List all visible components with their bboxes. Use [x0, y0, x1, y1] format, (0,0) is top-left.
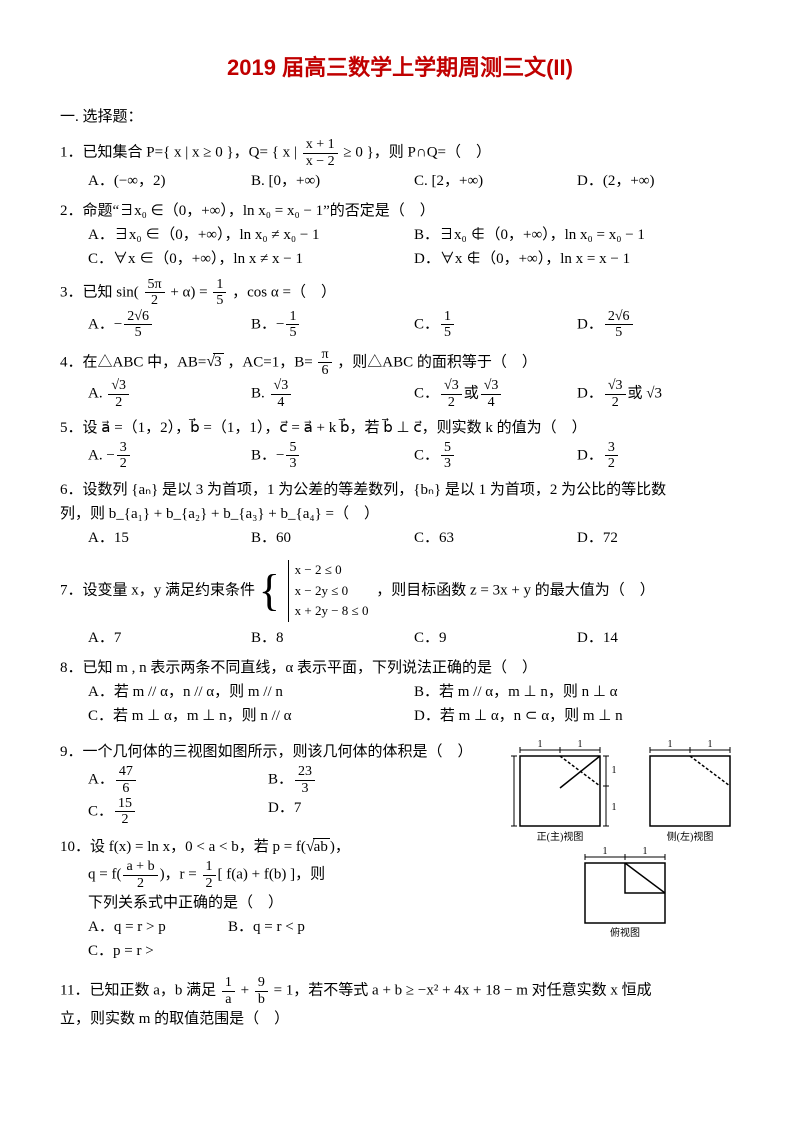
q1-stem-b: ≥ 0 }，则 P∩Q=（ ）	[343, 145, 491, 161]
q7-options: A．7 B．8 C．9 D．14	[88, 626, 740, 650]
page-title: 2019 届高三数学上学期周测三文(II)	[60, 50, 740, 85]
q8-opt-c: C．若 m ⊥ α，m ⊥ n，则 n // α	[88, 704, 414, 728]
q1-opt-b: B. [0，+∞)	[251, 169, 414, 193]
q10-opt-b: B．q = r < p	[228, 915, 368, 939]
q3-opt-c: C．15	[414, 309, 577, 341]
q10-l1: 10．设 f(x) = ln x，0 < a < b，若 p = f(√ab)，	[60, 834, 740, 860]
q7-c2: x − 2y ≤ 0	[295, 581, 369, 602]
q9-options: A．476 B．233 C．152 D．7	[88, 764, 448, 828]
q2-opt-c: C．∀x ∈（0，+∞），ln x ≠ x − 1	[88, 247, 414, 271]
q1-opt-c: C. [2，+∞)	[414, 169, 577, 193]
question-11: 11．已知正数 a，b 满足 1a + 9b = 1，若不等式 a + b ≥ …	[60, 975, 740, 1031]
q1-stem-a: 1．已知集合 P={ x | x ≥ 0 }，Q= { x |	[60, 145, 301, 161]
q4-frac: π6	[318, 347, 331, 379]
q3-a: 3．已知 sin(	[60, 284, 139, 300]
q11-b: = 1，若不等式 a + b ≥ −x² + 4x + 18 − m 对任意实数…	[274, 983, 652, 999]
q3-opt-d: D．2√65	[577, 309, 740, 341]
q1-opt-a: A．(−∞，2)	[88, 169, 251, 193]
q7-c3: x + 2y − 8 ≤ 0	[295, 601, 369, 622]
q11-a: 11．已知正数 a，b 满足	[60, 983, 220, 999]
question-4: 4．在△ABC 中，AB=√3 ，AC=1，B= π6 ，则△ABC 的面积等于…	[60, 347, 740, 411]
q2-opt-d: D．∀x ∉（0，+∞），ln x = x − 1	[414, 247, 740, 271]
question-8: 8．已知 m , n 表示两条不同直线，α 表示平面，下列说法正确的是（ ） A…	[60, 656, 740, 728]
brace-icon: {	[259, 571, 280, 611]
q8-options: A．若 m // α，n // α，则 m // n B．若 m // α，m …	[88, 680, 740, 728]
q4-sqrt: 3	[213, 353, 224, 370]
q9-opt-a: A．476	[88, 764, 268, 796]
q2-opt-a: A．∃x₀ ∈（0，+∞），ln x₀ ≠ x₀ − 1	[88, 223, 414, 247]
q3-options: A．−2√65 B．−15 C．15 D．2√65	[88, 309, 740, 341]
q4-b: ，AC=1，B=	[227, 354, 312, 370]
q7-cases: x − 2 ≤ 0 x − 2y ≤ 0 x + 2y − 8 ≤ 0	[288, 560, 369, 622]
q7-opt-c: C．9	[414, 626, 577, 650]
q3-b: + α) =	[170, 284, 211, 300]
q5-opt-d: D．32	[577, 440, 740, 472]
q8-opt-b: B．若 m // α，m ⊥ n，则 n ⊥ α	[414, 680, 740, 704]
q3-frac2: 15	[213, 277, 226, 309]
q9-stem: 9．一个几何体的三视图如图所示，则该几何体的体积是（ ）	[60, 744, 473, 760]
q10-options: A．q = r > p B．q = r < p C．p = r >	[88, 915, 502, 963]
q3-opt-b: B．−15	[251, 309, 414, 341]
question-3: 3．已知 sin( 5π2 + α) = 15 ，cos α =（ ） A．−2…	[60, 277, 740, 341]
question-5: 5．设 a⃗ =（1，2），b⃗ =（1，1），c⃗ = a⃗ + k b⃗，若…	[60, 416, 740, 472]
q1-frac: x + 1x − 2	[303, 137, 338, 169]
q1-opt-d: D．(2，+∞)	[577, 169, 740, 193]
q4-opt-c: C．√32或√34	[414, 378, 577, 410]
q11-stem2: 立，则实数 m 的取值范围是（ ）	[60, 1007, 740, 1031]
q7-opt-d: D．14	[577, 626, 740, 650]
q4-options: A. √32 B. √34 C．√32或√34 D．√32或 √3	[88, 378, 740, 410]
q1-options: A．(−∞，2) B. [0，+∞) C. [2，+∞) D．(2，+∞)	[88, 169, 740, 193]
q6-opt-a: A．15	[88, 526, 251, 550]
q7-opt-b: B．8	[251, 626, 414, 650]
question-10: 10．设 f(x) = ln x，0 < a < b，若 p = f(√ab)，…	[60, 834, 740, 963]
question-1: 1．已知集合 P={ x | x ≥ 0 }，Q= { x | x + 1x −…	[60, 137, 740, 193]
q4-opt-b: B. √34	[251, 378, 414, 410]
q8-opt-a: A．若 m // α，n // α，则 m // n	[88, 680, 414, 704]
q6-stem1: 6．设数列 {aₙ} 是以 3 为首项，1 为公差的等差数列，{bₙ} 是以 1…	[60, 478, 740, 502]
q5-opt-a: A. −32	[88, 440, 251, 472]
q9-opt-b: B．233	[268, 764, 448, 796]
q10-opt-a: A．q = r > p	[88, 915, 228, 939]
q7-c1: x − 2 ≤ 0	[295, 560, 369, 581]
q4-a: 4．在△ABC 中，AB=	[60, 354, 206, 370]
q5-options: A. −32 B．−53 C．53 D．32	[88, 440, 740, 472]
q3-frac1: 5π2	[145, 277, 165, 309]
q6-opt-d: D．72	[577, 526, 740, 550]
question-6: 6．设数列 {aₙ} 是以 3 为首项，1 为公差的等差数列，{bₙ} 是以 1…	[60, 478, 740, 550]
q2-stem: 2．命题“∃x₀ ∈（0，+∞），ln x₀ = x₀ − 1”的否定是（ ）	[60, 203, 435, 219]
q10-l3: 下列关系式中正确的是（ ）	[88, 891, 740, 915]
q6-opt-c: C．63	[414, 526, 577, 550]
q9-opt-c: C．152	[88, 796, 268, 828]
q6-options: A．15 B．60 C．63 D．72	[88, 526, 740, 550]
q7-b: ，则目标函数 z = 3x + y 的最大值为（ ）	[376, 583, 655, 599]
q6-opt-b: B．60	[251, 526, 414, 550]
question-7: 7．设变量 x，y 满足约束条件 { x − 2 ≤ 0 x − 2y ≤ 0 …	[60, 556, 740, 650]
q5-opt-c: C．53	[414, 440, 577, 472]
q4-c: ，则△ABC 的面积等于（ ）	[337, 354, 537, 370]
section-heading: 一. 选择题：	[60, 105, 740, 129]
q3-opt-a: A．−2√65	[88, 309, 251, 341]
q7-a: 7．设变量 x，y 满足约束条件	[60, 583, 259, 599]
q6-stem2: 列，则 b_{a₁} + b_{a₂} + b_{a₃} + b_{a₄} =（…	[60, 502, 740, 526]
q5-opt-b: B．−53	[251, 440, 414, 472]
q10-opt-c: C．p = r >	[88, 939, 228, 963]
q2-options: A．∃x₀ ∈（0，+∞），ln x₀ ≠ x₀ − 1 B．∃x₀ ∉（0，+…	[88, 223, 740, 271]
q7-opt-a: A．7	[88, 626, 251, 650]
q4-opt-d: D．√32或 √3	[577, 378, 740, 410]
q2-opt-b: B．∃x₀ ∉（0，+∞），ln x₀ = x₀ − 1	[414, 223, 740, 247]
q10-l2: q = f(a + b2)，r = 12[ f(a) + f(b) ]，则	[88, 859, 740, 891]
q8-stem: 8．已知 m , n 表示两条不同直线，α 表示平面，下列说法正确的是（ ）	[60, 660, 537, 676]
q3-c: ，cos α =（ ）	[232, 284, 336, 300]
q8-opt-d: D．若 m ⊥ α，n ⊂ α，则 m ⊥ n	[414, 704, 740, 728]
q11-f1: 1a	[222, 975, 235, 1007]
q9-opt-d: D．7	[268, 796, 448, 828]
q11-plus: +	[241, 983, 253, 999]
question-9: 9．一个几何体的三视图如图所示，则该几何体的体积是（ ） A．476 B．233…	[60, 740, 740, 828]
q11-f2: 9b	[255, 975, 268, 1007]
q5-stem: 5．设 a⃗ =（1，2），b⃗ =（1，1），c⃗ = a⃗ + k b⃗，若…	[60, 420, 587, 436]
question-2: 2．命题“∃x₀ ∈（0，+∞），ln x₀ = x₀ − 1”的否定是（ ） …	[60, 199, 740, 271]
q4-opt-a: A. √32	[88, 378, 251, 410]
